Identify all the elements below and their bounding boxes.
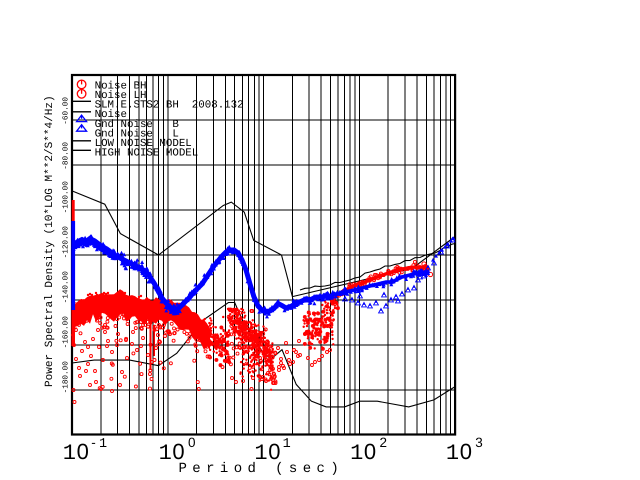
svg-text:-140.00: -140.00	[61, 271, 70, 304]
svg-text:LOW NOISE MODEL: LOW NOISE MODEL	[95, 138, 192, 150]
svg-text:-180.00: -180.00	[61, 361, 70, 394]
svg-text:1: 1	[159, 441, 172, 466]
svg-text:Power Spectral Density (10*LOG: Power Spectral Density (10*LOG M**2/S**4…	[44, 95, 56, 387]
svg-text:Period (sec): Period (sec)	[179, 461, 345, 477]
svg-text:1: 1	[283, 437, 291, 452]
svg-text:0: 0	[364, 439, 376, 464]
svg-text:-80.00: -80.00	[61, 142, 70, 170]
svg-text:-120.00: -120.00	[61, 226, 70, 259]
svg-text:Noise BH: Noise BH	[95, 81, 147, 93]
svg-text:HIGH NOISE MODEL: HIGH NOISE MODEL	[95, 147, 199, 159]
svg-text:1: 1	[446, 441, 459, 466]
svg-text:2: 2	[380, 435, 388, 450]
svg-text:SLM.E.STS2 BH 2008.132: SLM.E.STS2 BH 2008.132	[95, 100, 244, 112]
svg-text:0: 0	[460, 439, 472, 464]
svg-text:Gnd Noise L: Gnd Noise L	[95, 128, 179, 140]
svg-text:1: 1	[350, 441, 363, 466]
svg-text:Gnd Noise B: Gnd Noise B	[95, 119, 180, 131]
svg-text:-60.00: -60.00	[61, 97, 70, 125]
svg-text:-: -	[91, 435, 96, 450]
svg-text:0: 0	[268, 439, 280, 464]
svg-text:-160.00: -160.00	[61, 316, 70, 349]
svg-text:0: 0	[77, 439, 89, 464]
svg-text:Noise: Noise	[95, 109, 127, 121]
svg-text:-100.00: -100.00	[61, 181, 70, 214]
svg-text:1: 1	[99, 437, 107, 452]
svg-text:0: 0	[172, 439, 184, 464]
svg-text:0: 0	[188, 435, 196, 450]
svg-text:3: 3	[475, 435, 483, 450]
svg-text:Noise LH: Noise LH	[95, 90, 147, 102]
svg-text:1: 1	[254, 441, 267, 466]
svg-text:1: 1	[63, 441, 76, 466]
